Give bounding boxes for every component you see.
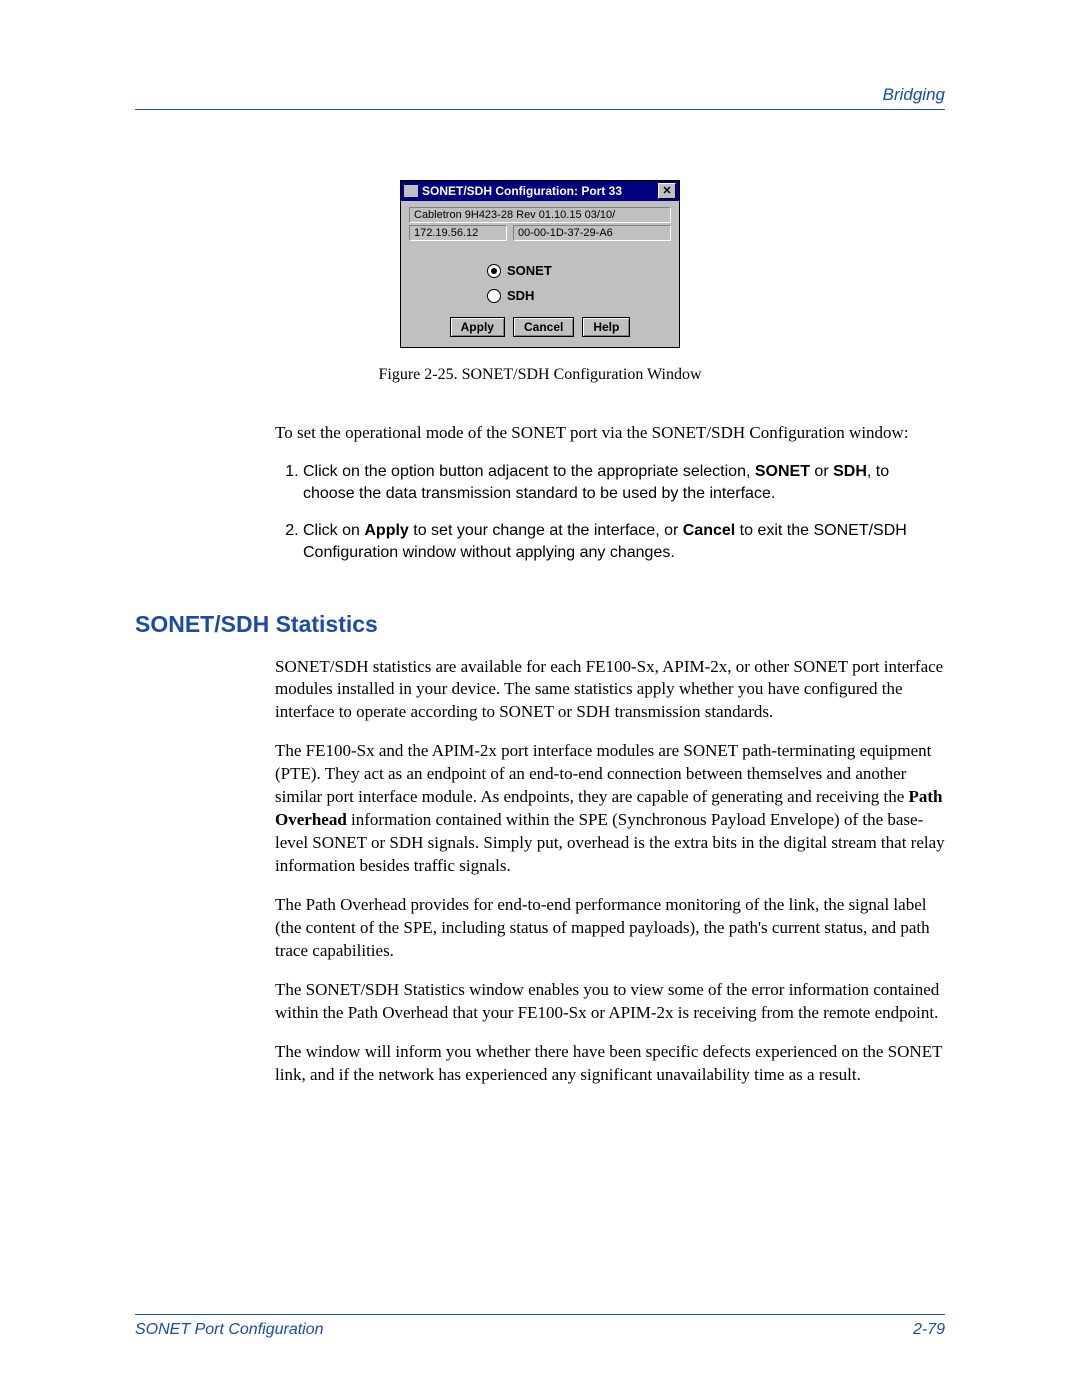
step-1: Click on the option button adjacent to t… xyxy=(303,461,945,506)
page-header-right: Bridging xyxy=(135,85,945,105)
footer-rule xyxy=(135,1314,945,1315)
radio-icon xyxy=(487,264,501,278)
step-2: Click on Apply to set your change at the… xyxy=(303,520,945,565)
para-4: The SONET/SDH Statistics window enables … xyxy=(275,979,945,1025)
para-2: The FE100-Sx and the APIM-2x port interf… xyxy=(275,740,945,878)
figure-caption: Figure 2-25. SONET/SDH Configuration Win… xyxy=(135,366,945,384)
config-dialog: SONET/SDH Configuration: Port 33 ✕ Cable… xyxy=(400,180,680,348)
radio-sonet[interactable]: SONET xyxy=(487,263,671,278)
intro-paragraph: To set the operational mode of the SONET… xyxy=(275,422,945,445)
radio-sdh[interactable]: SDH xyxy=(487,288,671,303)
ip-field: 172.19.56.12 xyxy=(409,225,507,241)
dialog-title: SONET/SDH Configuration: Port 33 xyxy=(422,184,622,198)
close-icon[interactable]: ✕ xyxy=(658,183,676,199)
device-info-line: Cabletron 9H423-28 Rev 01.10.15 03/10/ xyxy=(409,207,671,223)
app-icon xyxy=(404,185,418,197)
header-rule xyxy=(135,109,945,110)
radio-label-sonet: SONET xyxy=(507,263,552,278)
footer-page-number: 2-79 xyxy=(913,1321,945,1339)
cancel-button[interactable]: Cancel xyxy=(513,317,574,337)
footer-left: SONET Port Configuration xyxy=(135,1321,324,1339)
para-1: SONET/SDH statistics are available for e… xyxy=(275,656,945,725)
radio-icon xyxy=(487,289,501,303)
para-5: The window will inform you whether there… xyxy=(275,1041,945,1087)
mac-field: 00-00-1D-37-29-A6 xyxy=(513,225,671,241)
radio-label-sdh: SDH xyxy=(507,288,534,303)
apply-button[interactable]: Apply xyxy=(450,317,505,337)
para-3: The Path Overhead provides for end-to-en… xyxy=(275,894,945,963)
help-button[interactable]: Help xyxy=(582,317,630,337)
dialog-titlebar: SONET/SDH Configuration: Port 33 ✕ xyxy=(401,181,679,201)
section-heading: SONET/SDH Statistics xyxy=(135,611,945,638)
